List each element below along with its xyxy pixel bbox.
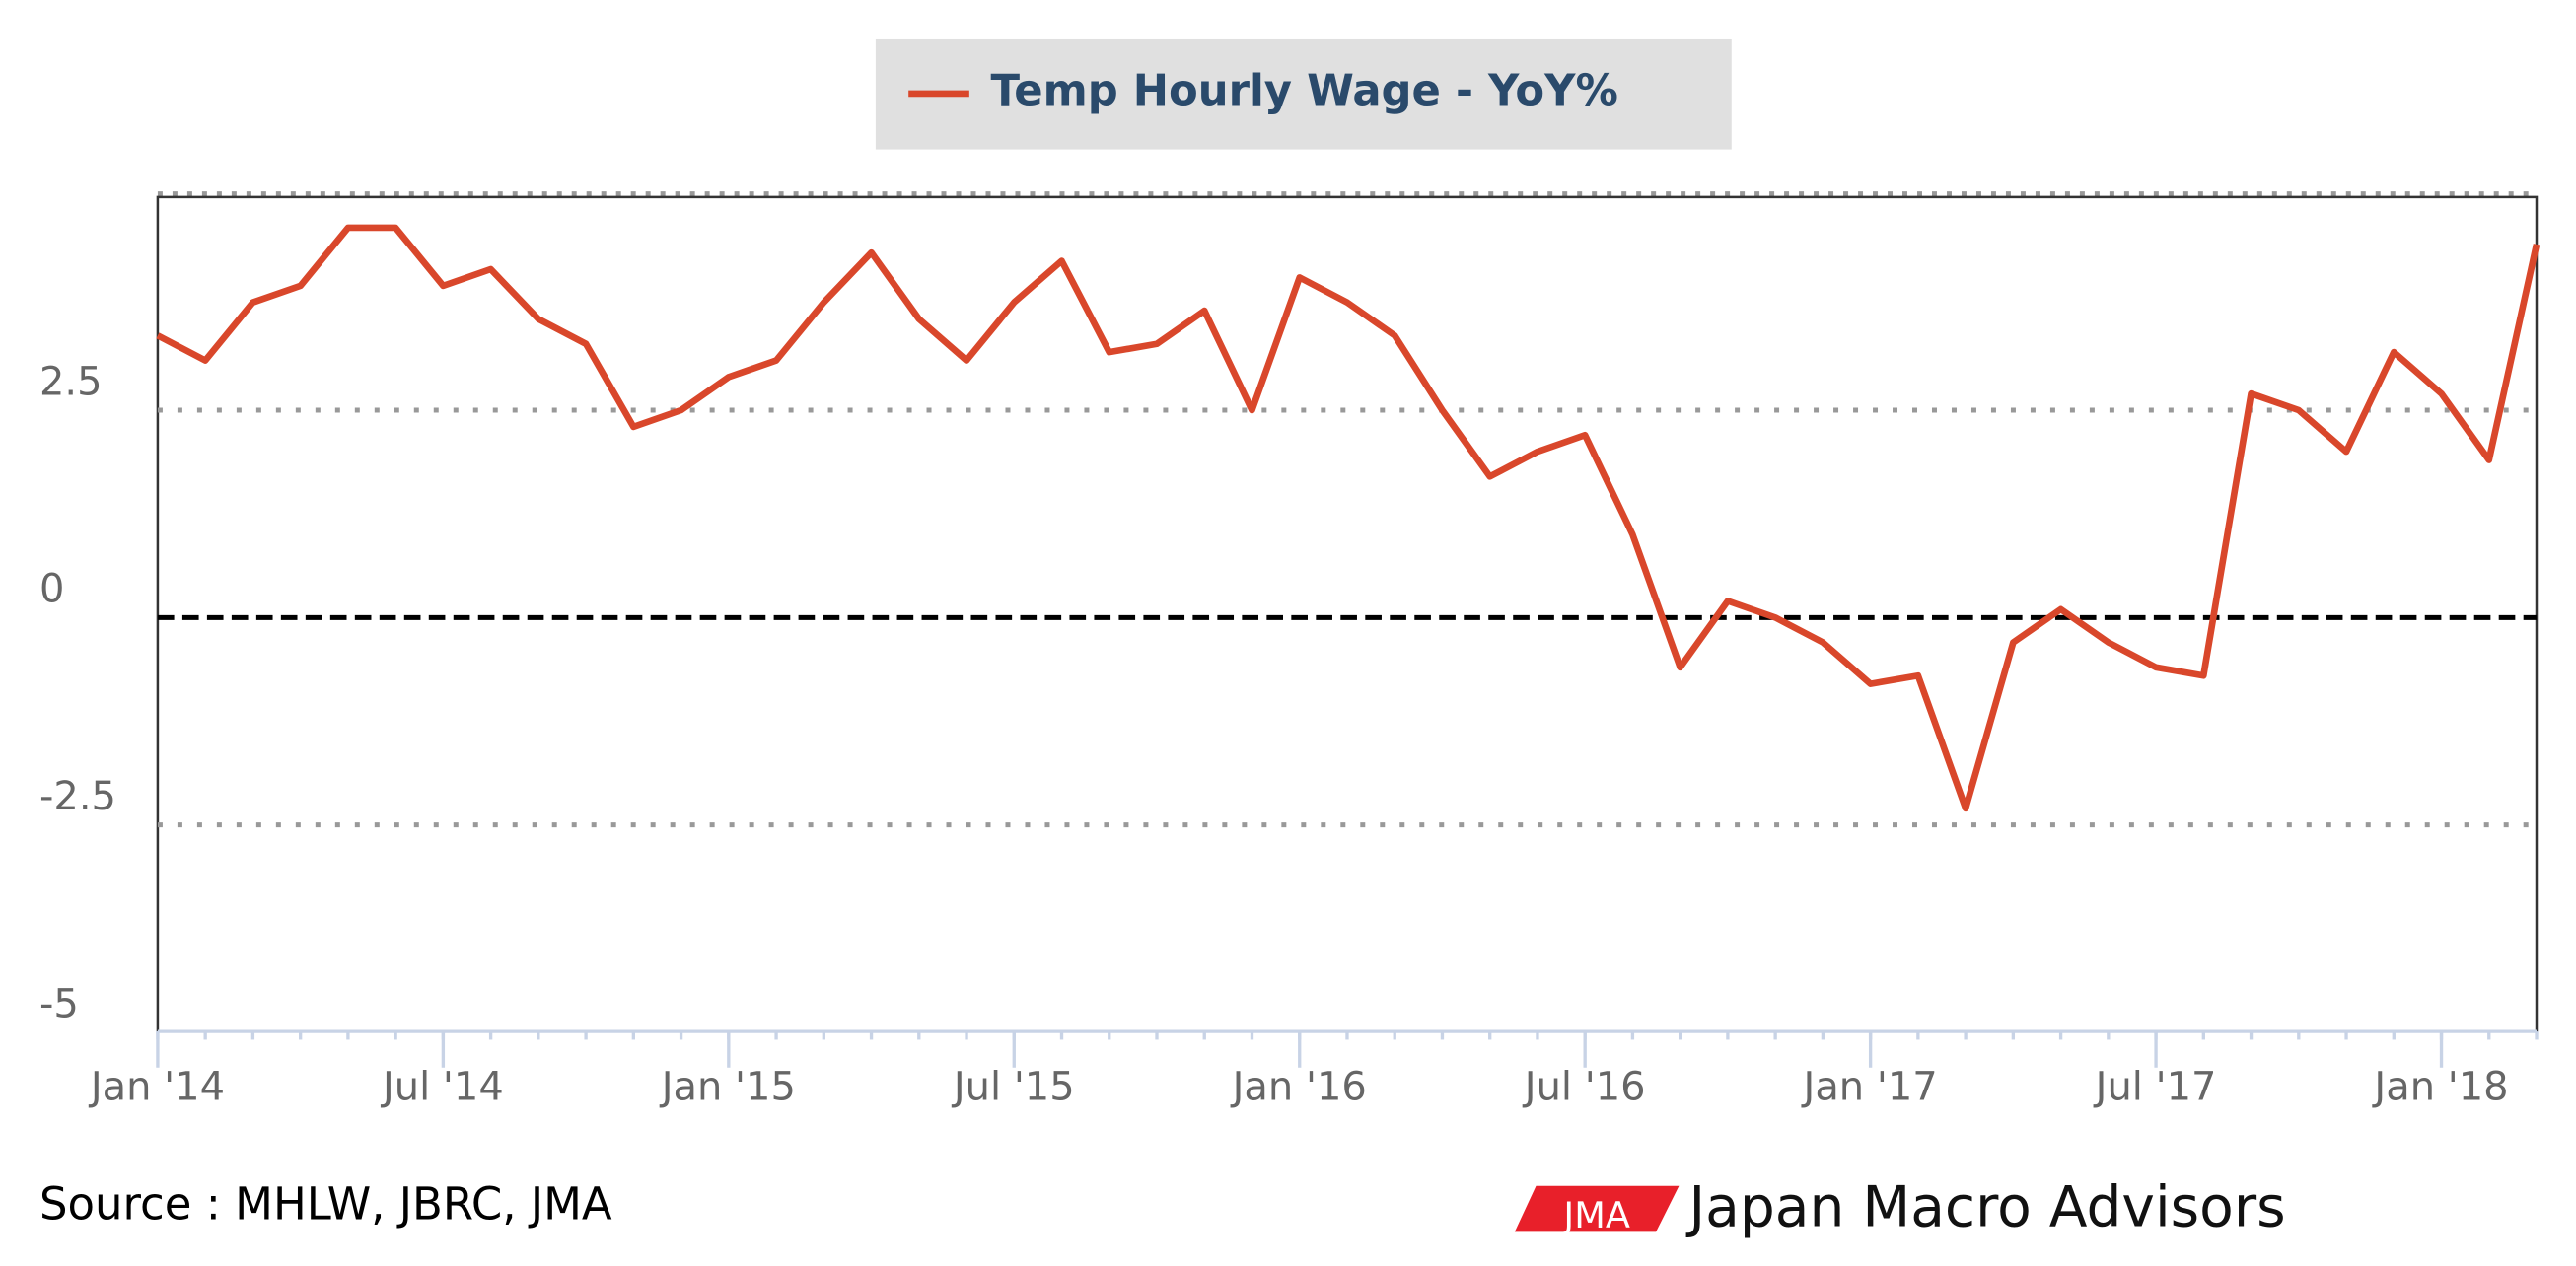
x-tick-label: Jan '15 — [659, 1064, 796, 1109]
x-tick-label: Jul '14 — [380, 1064, 504, 1109]
y-tick-label: -5 — [39, 981, 79, 1026]
x-tick-label: Jan '16 — [1230, 1064, 1367, 1109]
legend-box — [875, 38, 1732, 150]
x-tick-label: Jul '15 — [951, 1064, 1075, 1109]
plot-frame — [156, 195, 2539, 1033]
legend-label[interactable]: Temp Hourly Wage - YoY% — [990, 66, 1617, 115]
y-tick-label: 0 — [39, 567, 64, 612]
logo-name: Japan Macro Advisors — [1685, 1174, 2285, 1239]
x-tick-label: Jan '18 — [2371, 1064, 2508, 1109]
x-tick-label: Jul '17 — [2093, 1064, 2217, 1109]
x-tick-label: Jul '16 — [1522, 1064, 1646, 1109]
logo-badge-shape — [1514, 1185, 1680, 1232]
y-tick-label: -2.5 — [39, 774, 116, 819]
data-line — [156, 224, 2540, 812]
x-tick-label: Jan '17 — [1801, 1064, 1938, 1109]
x-tick-label: Jan '14 — [88, 1064, 225, 1109]
logo-badge: JMA — [1561, 1194, 1629, 1236]
y-tick-label: 2.5 — [39, 359, 103, 404]
source-note: Source : MHLW, JBRC, JMA — [39, 1177, 612, 1230]
